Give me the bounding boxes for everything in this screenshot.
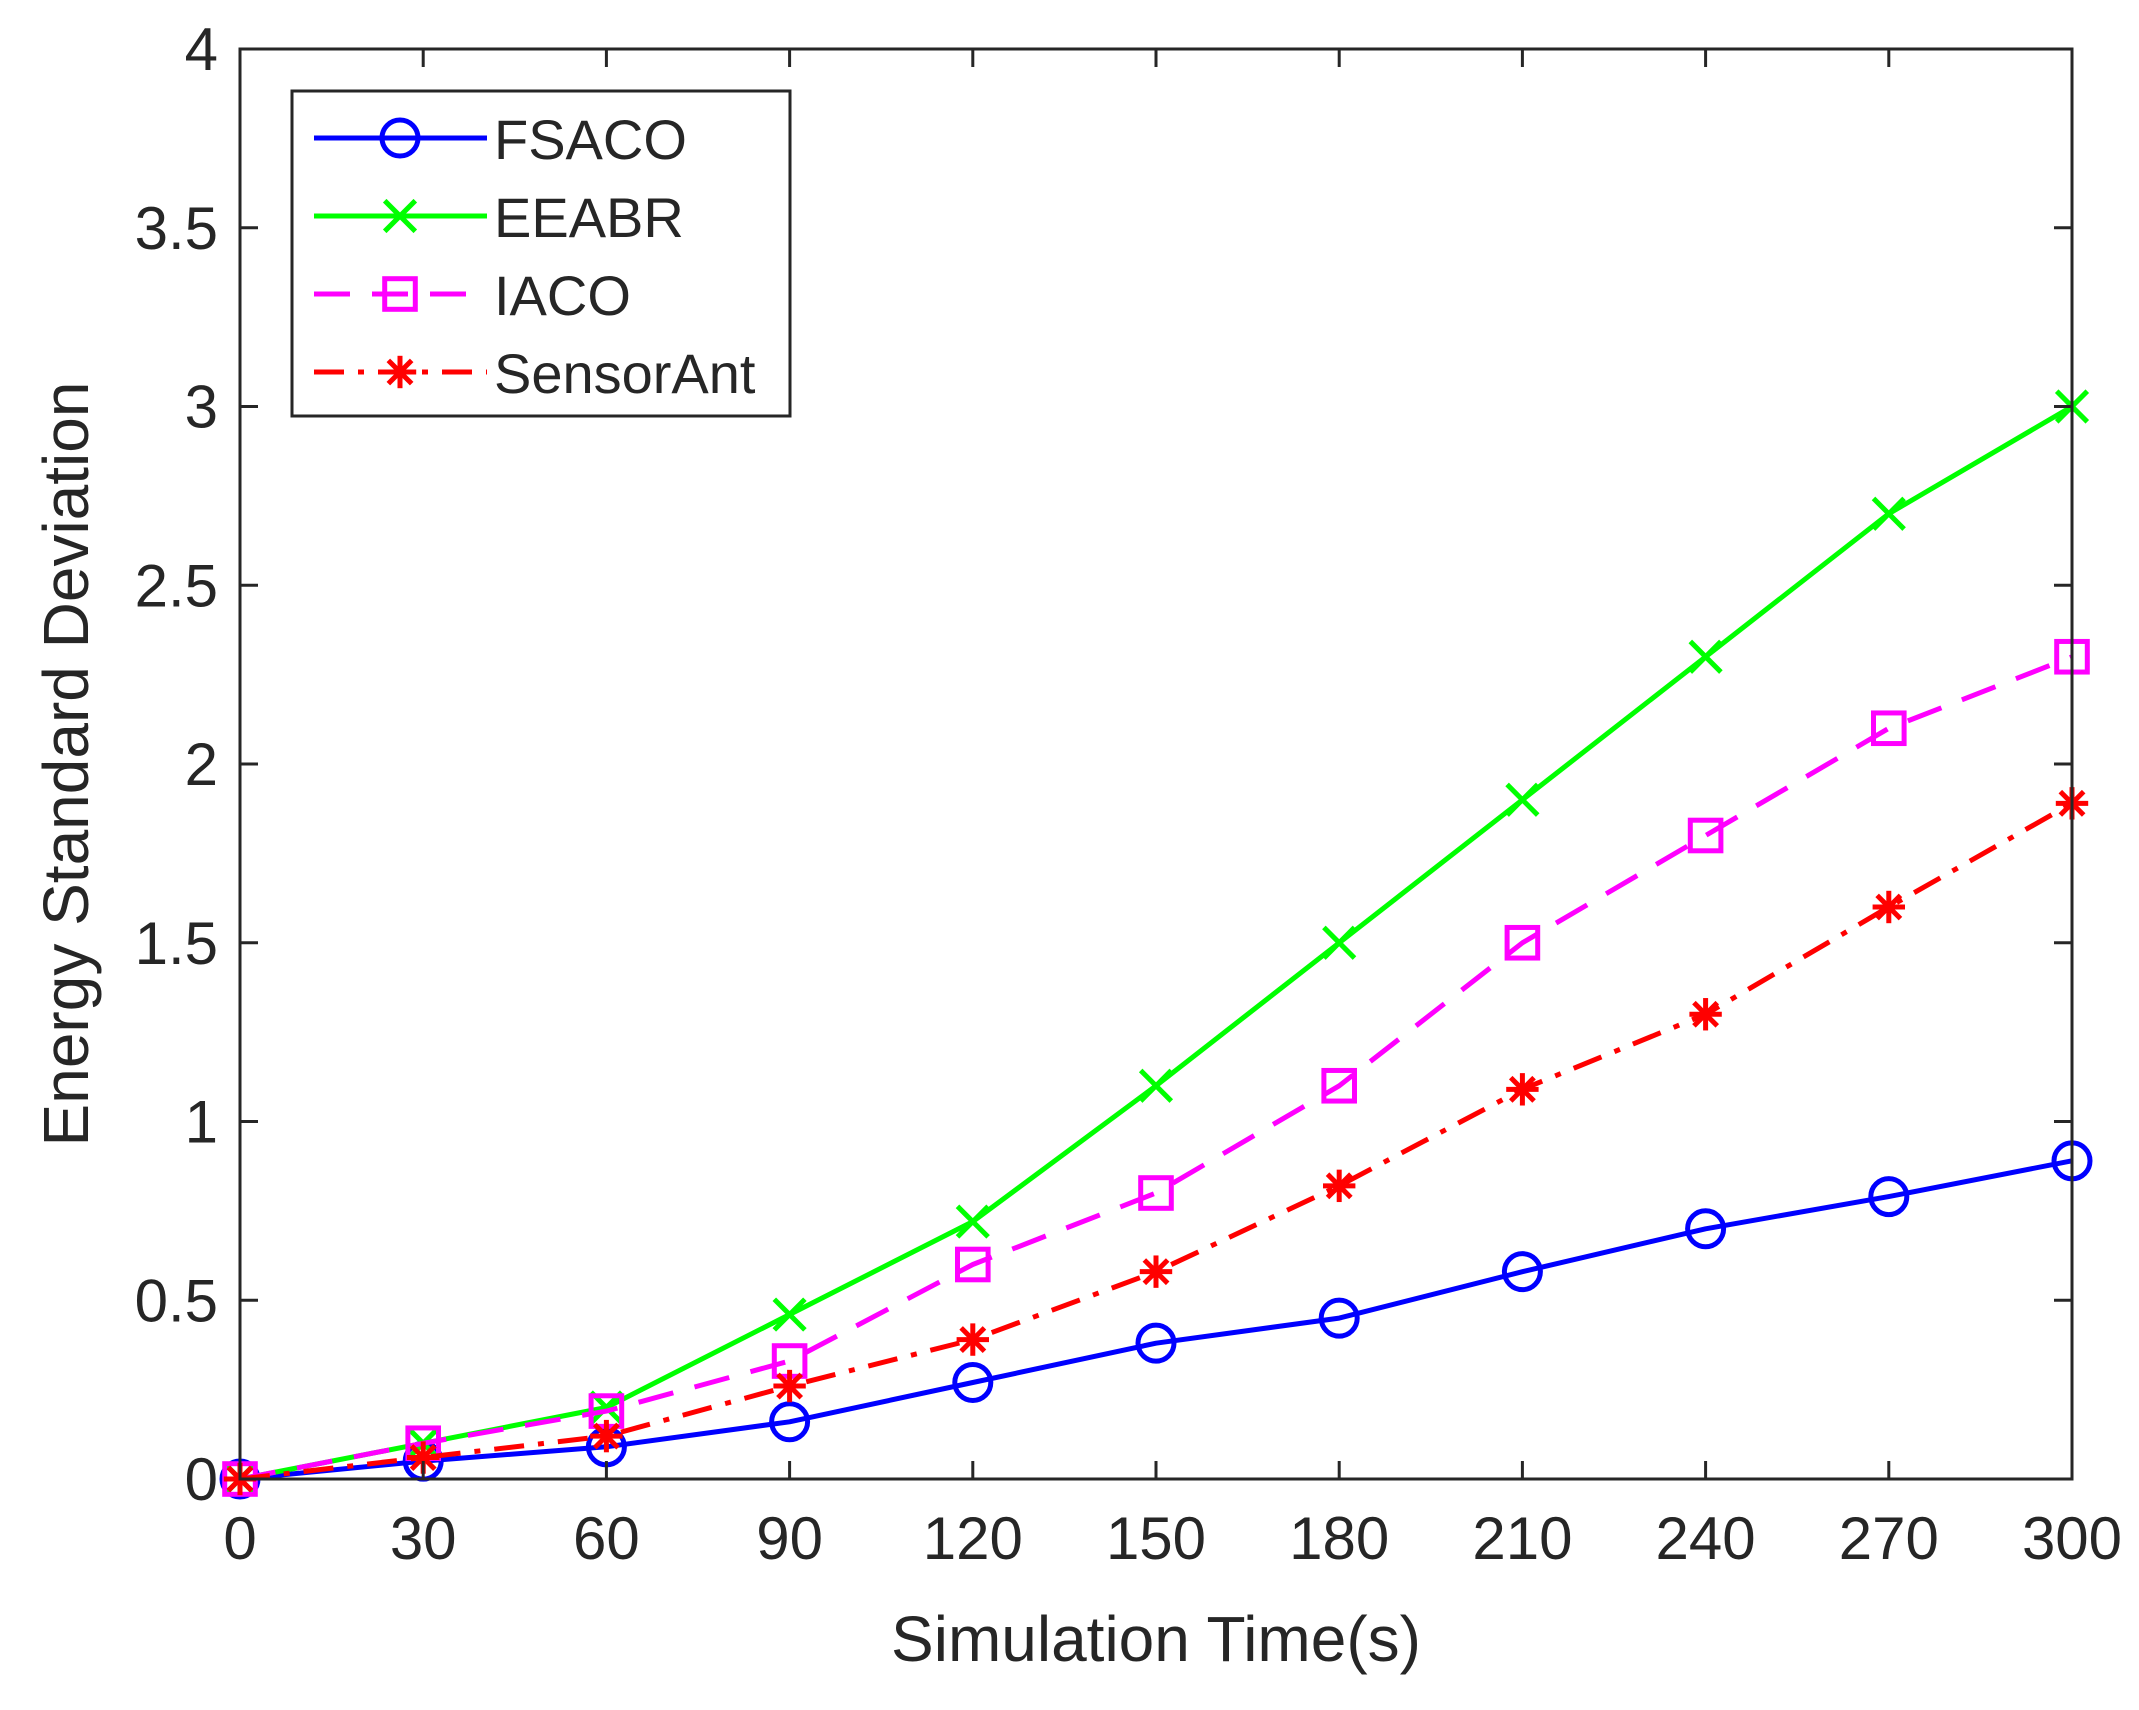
data-point-eeabr [1505,782,1540,817]
legend-marker [382,276,418,312]
x-tick-label: 240 [1656,1505,1756,1572]
data-point-eeabr [772,1297,807,1332]
y-axis-label: Energy Standard Deviation [30,382,102,1147]
data-point-fsaco [1501,1251,1543,1293]
data-point-eeabr [1322,925,1357,960]
legend-label: SensorAnt [494,342,756,405]
y-tick-label: 1.5 [135,910,218,977]
legend-label: EEABR [494,186,684,249]
data-point-eeabr [955,1204,990,1239]
x-tick-label: 270 [1839,1505,1939,1572]
data-point-sensorant [773,1369,806,1403]
y-tick-label: 3.5 [135,195,218,262]
data-point-eeabr [1871,496,1906,531]
data-point-sensorant [1323,1169,1356,1203]
series-line-iaco [239,654,2073,1482]
data-point-fsaco [1868,1176,1910,1218]
x-tick-label: 90 [756,1505,823,1572]
data-point-iaco [955,1246,991,1283]
x-tick-label: 210 [1472,1505,1572,1572]
data-point-iaco [1687,817,1724,854]
x-tick-label: 0 [223,1505,256,1572]
ticks-layer: 0 30 60 90 120 150 180 210 240 270 300 0 0.5 1 1.5 2 2.5… [135,16,2122,1572]
x-tick-label: 60 [573,1505,640,1572]
data-point-sensorant [1872,890,1905,924]
legend-item-sensorant: SensorAnt [314,342,756,405]
y-tick-label: 0 [185,1446,218,1513]
data-point-sensorant [590,1419,623,1453]
data-point-sensorant [1506,1073,1539,1106]
data-point-fsaco [769,1401,811,1443]
series-layer [219,389,2093,1500]
y-tick-label: 2 [185,731,218,798]
data-point-eeabr [1138,1068,1174,1103]
legend-item-fsaco: FSACO [314,108,687,171]
series-line-fsaco [239,1158,2073,1482]
data-point-iaco [1504,924,1541,961]
y-tick-label: 2.5 [135,552,218,619]
y-tick-label: 0.5 [135,1267,218,1334]
data-point-fsaco [952,1361,994,1403]
y-tick-label: 4 [185,16,218,83]
data-point-sensorant [407,1441,440,1474]
y-tick-label: 1 [185,1089,218,1156]
legend-label: FSACO [494,108,687,171]
data-point-fsaco [1685,1208,1727,1250]
data-point-fsaco [1318,1297,1360,1339]
legend-box [290,89,792,418]
x-tick-label: 30 [390,1505,457,1572]
data-point-sensorant [956,1323,989,1356]
legend-label: IACO [494,264,631,327]
data-point-sensorant [1689,998,1722,1031]
x-axis-label: Simulation Time(s) [891,1603,1421,1675]
series-fsaco [219,1140,2093,1500]
x-tick-label: 180 [1289,1505,1389,1572]
data-point-iaco [1321,1067,1358,1104]
data-point-fsaco [1135,1322,1177,1364]
data-point-sensorant [1139,1255,1173,1288]
x-tick-label: 300 [2022,1505,2122,1572]
data-point-iaco [1138,1175,1174,1211]
legend-item-iaco: IACO [314,264,631,327]
legend: FSACO EEABR IACO SensorAnt [290,89,792,418]
data-point-iaco [1871,710,1907,747]
legend-marker [382,198,418,234]
x-tick-label: 120 [923,1505,1023,1572]
legend-marker [383,355,417,389]
x-tick-label: 150 [1106,1505,1206,1572]
y-tick-label: 3 [185,374,218,441]
legend-marker [379,117,421,159]
data-point-eeabr [1688,639,1723,674]
legend-item-eeabr: EEABR [314,186,684,249]
